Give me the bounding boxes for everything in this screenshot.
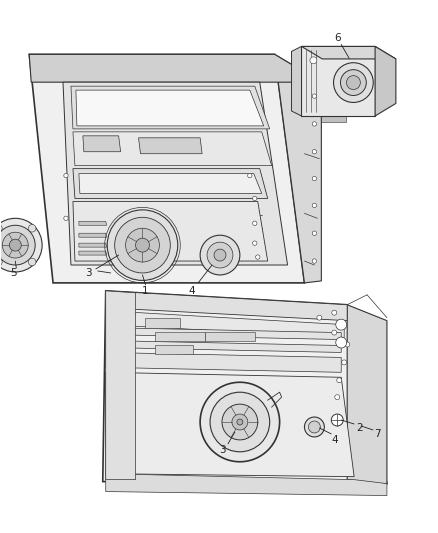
Polygon shape [292,46,301,116]
Circle shape [0,224,2,232]
Circle shape [214,249,226,261]
Circle shape [337,378,342,383]
Bar [145,211,152,216]
Polygon shape [79,251,107,255]
Circle shape [28,258,36,266]
Polygon shape [63,82,288,265]
Circle shape [332,310,337,315]
Circle shape [304,417,324,437]
Text: 4: 4 [189,286,195,296]
Polygon shape [106,311,344,337]
Text: 7: 7 [374,429,380,439]
Polygon shape [106,291,347,321]
Circle shape [333,63,373,102]
Polygon shape [79,243,107,247]
Circle shape [237,419,243,425]
Circle shape [207,242,233,268]
Polygon shape [275,54,321,283]
Polygon shape [73,201,268,261]
Circle shape [335,394,340,400]
Bar [145,224,152,230]
Circle shape [312,176,317,181]
Bar [155,345,193,354]
Text: 1: 1 [142,286,149,296]
Circle shape [312,122,317,126]
Bar [145,318,180,328]
Polygon shape [29,54,304,283]
Circle shape [115,217,170,273]
Circle shape [336,337,347,348]
Polygon shape [103,291,387,483]
Circle shape [312,94,317,98]
Polygon shape [106,328,341,340]
Circle shape [64,216,68,221]
Text: 4: 4 [331,435,338,445]
Circle shape [255,255,260,259]
Circle shape [0,225,35,265]
Polygon shape [71,86,270,129]
Polygon shape [301,46,375,116]
Circle shape [312,150,317,154]
Circle shape [210,392,270,452]
Text: 6: 6 [334,34,341,44]
Circle shape [312,231,317,236]
Polygon shape [79,233,107,237]
Polygon shape [76,90,264,126]
Circle shape [253,241,257,245]
Bar [156,211,164,216]
Circle shape [310,57,317,64]
Polygon shape [83,136,120,152]
Text: 3: 3 [219,445,225,455]
Circle shape [135,238,149,252]
Circle shape [200,235,240,275]
Circle shape [253,196,257,200]
Circle shape [346,76,360,90]
Polygon shape [79,221,107,225]
Polygon shape [73,132,272,166]
Circle shape [342,360,347,365]
Circle shape [331,414,343,426]
Text: 3: 3 [85,268,92,278]
Polygon shape [73,168,268,198]
Circle shape [232,414,248,430]
Polygon shape [106,474,387,496]
Circle shape [247,173,252,178]
Polygon shape [301,46,396,59]
Circle shape [317,315,322,320]
Bar [156,224,164,230]
Circle shape [332,330,337,335]
Bar [316,116,346,122]
Circle shape [126,228,159,262]
Text: 5: 5 [10,268,17,278]
Circle shape [107,210,178,280]
Polygon shape [106,341,341,352]
Polygon shape [79,174,262,193]
Polygon shape [29,54,321,82]
Bar [155,332,205,341]
Circle shape [312,203,317,207]
Circle shape [222,404,258,440]
Circle shape [0,219,42,272]
Circle shape [253,221,257,225]
Text: 2: 2 [356,423,362,433]
Polygon shape [138,138,202,154]
Polygon shape [375,46,396,116]
Polygon shape [106,352,341,373]
Circle shape [336,319,347,330]
Polygon shape [106,373,354,477]
Polygon shape [106,291,135,480]
Polygon shape [347,305,387,483]
Circle shape [2,232,28,258]
Circle shape [340,70,366,95]
Circle shape [200,382,279,462]
Circle shape [0,258,2,266]
Circle shape [312,259,317,263]
Circle shape [308,421,320,433]
Bar [205,332,255,341]
Circle shape [28,224,36,232]
Circle shape [64,173,68,178]
Circle shape [9,239,21,251]
Circle shape [345,342,350,347]
